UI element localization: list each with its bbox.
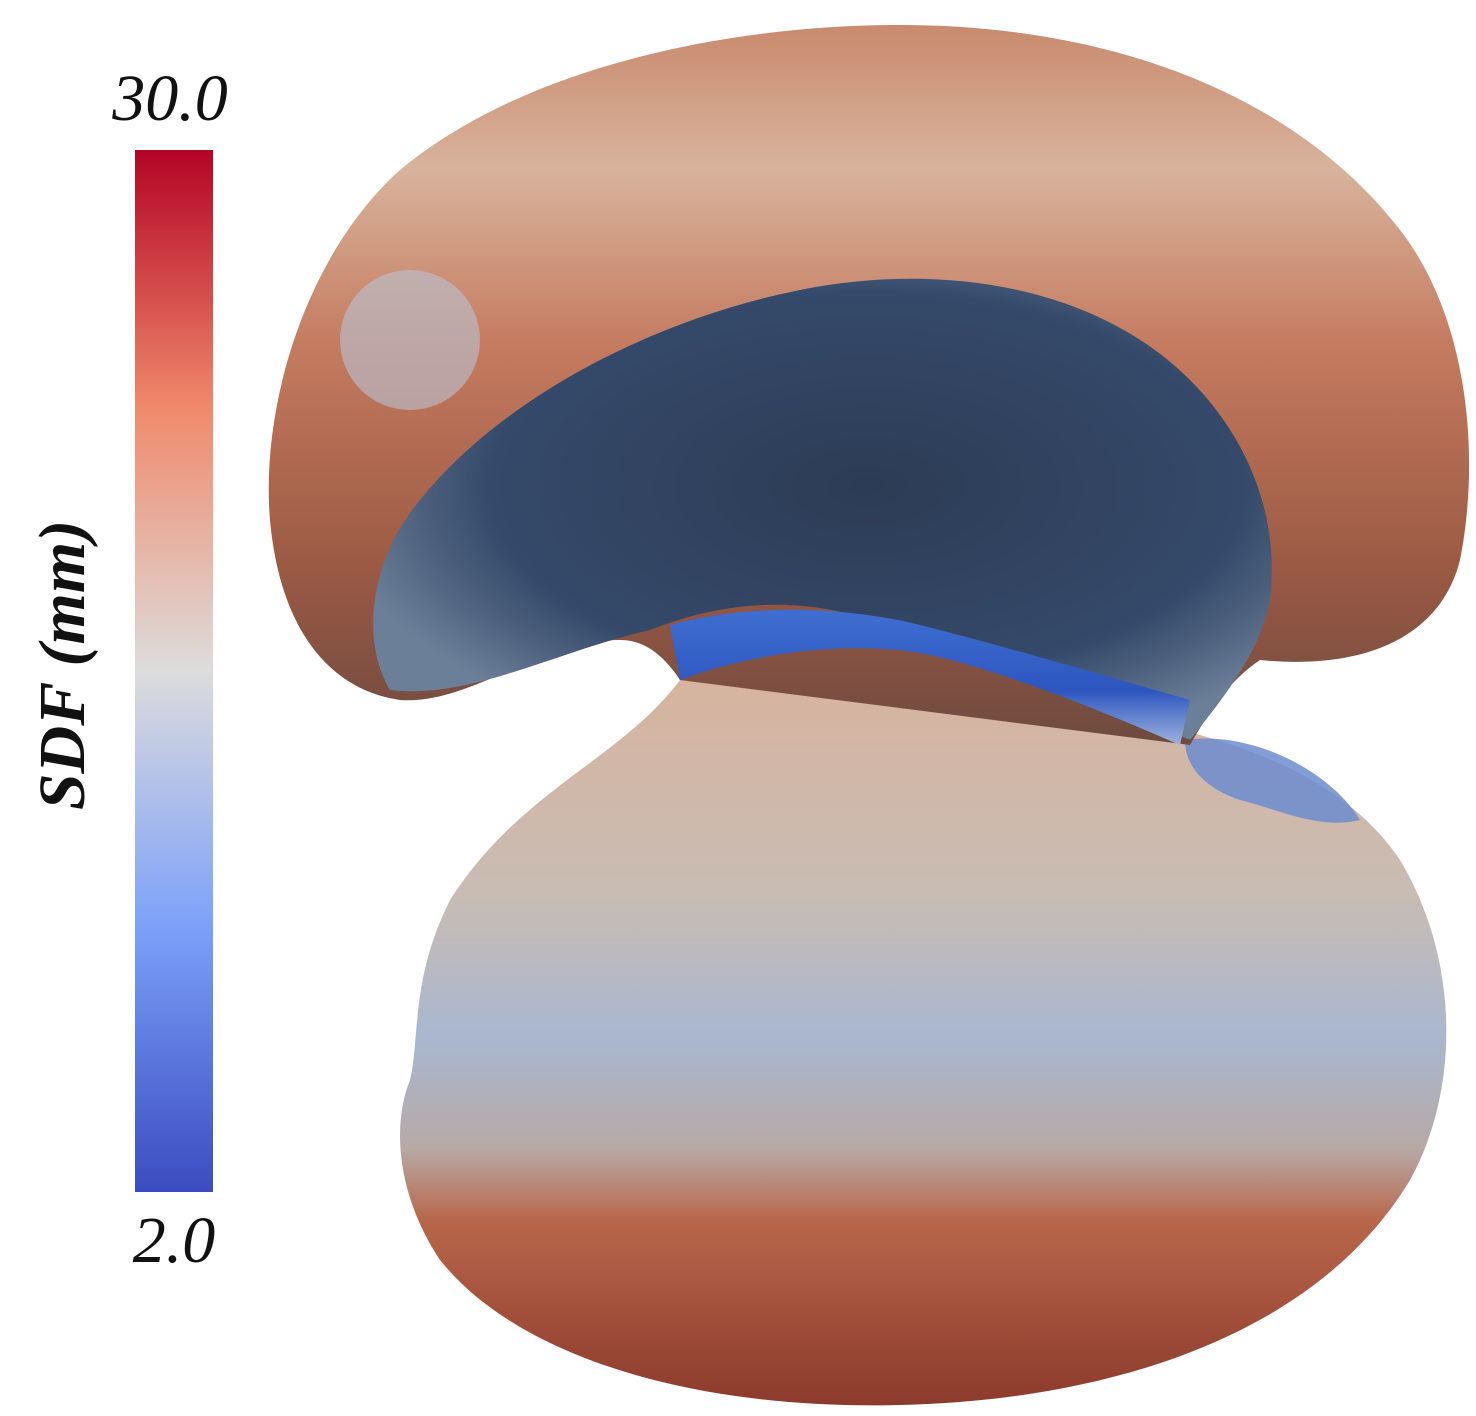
figure: 30.0 2.0 SDF (mm) (0, 0, 1476, 1416)
colorbar-title: SDF (mm) (26, 520, 99, 810)
colorbar-max-label: 30.0 (111, 62, 228, 135)
upper-light-patch (340, 270, 480, 410)
colorbar-min-label: 2.0 (133, 1204, 216, 1277)
colorbar (135, 150, 213, 1192)
